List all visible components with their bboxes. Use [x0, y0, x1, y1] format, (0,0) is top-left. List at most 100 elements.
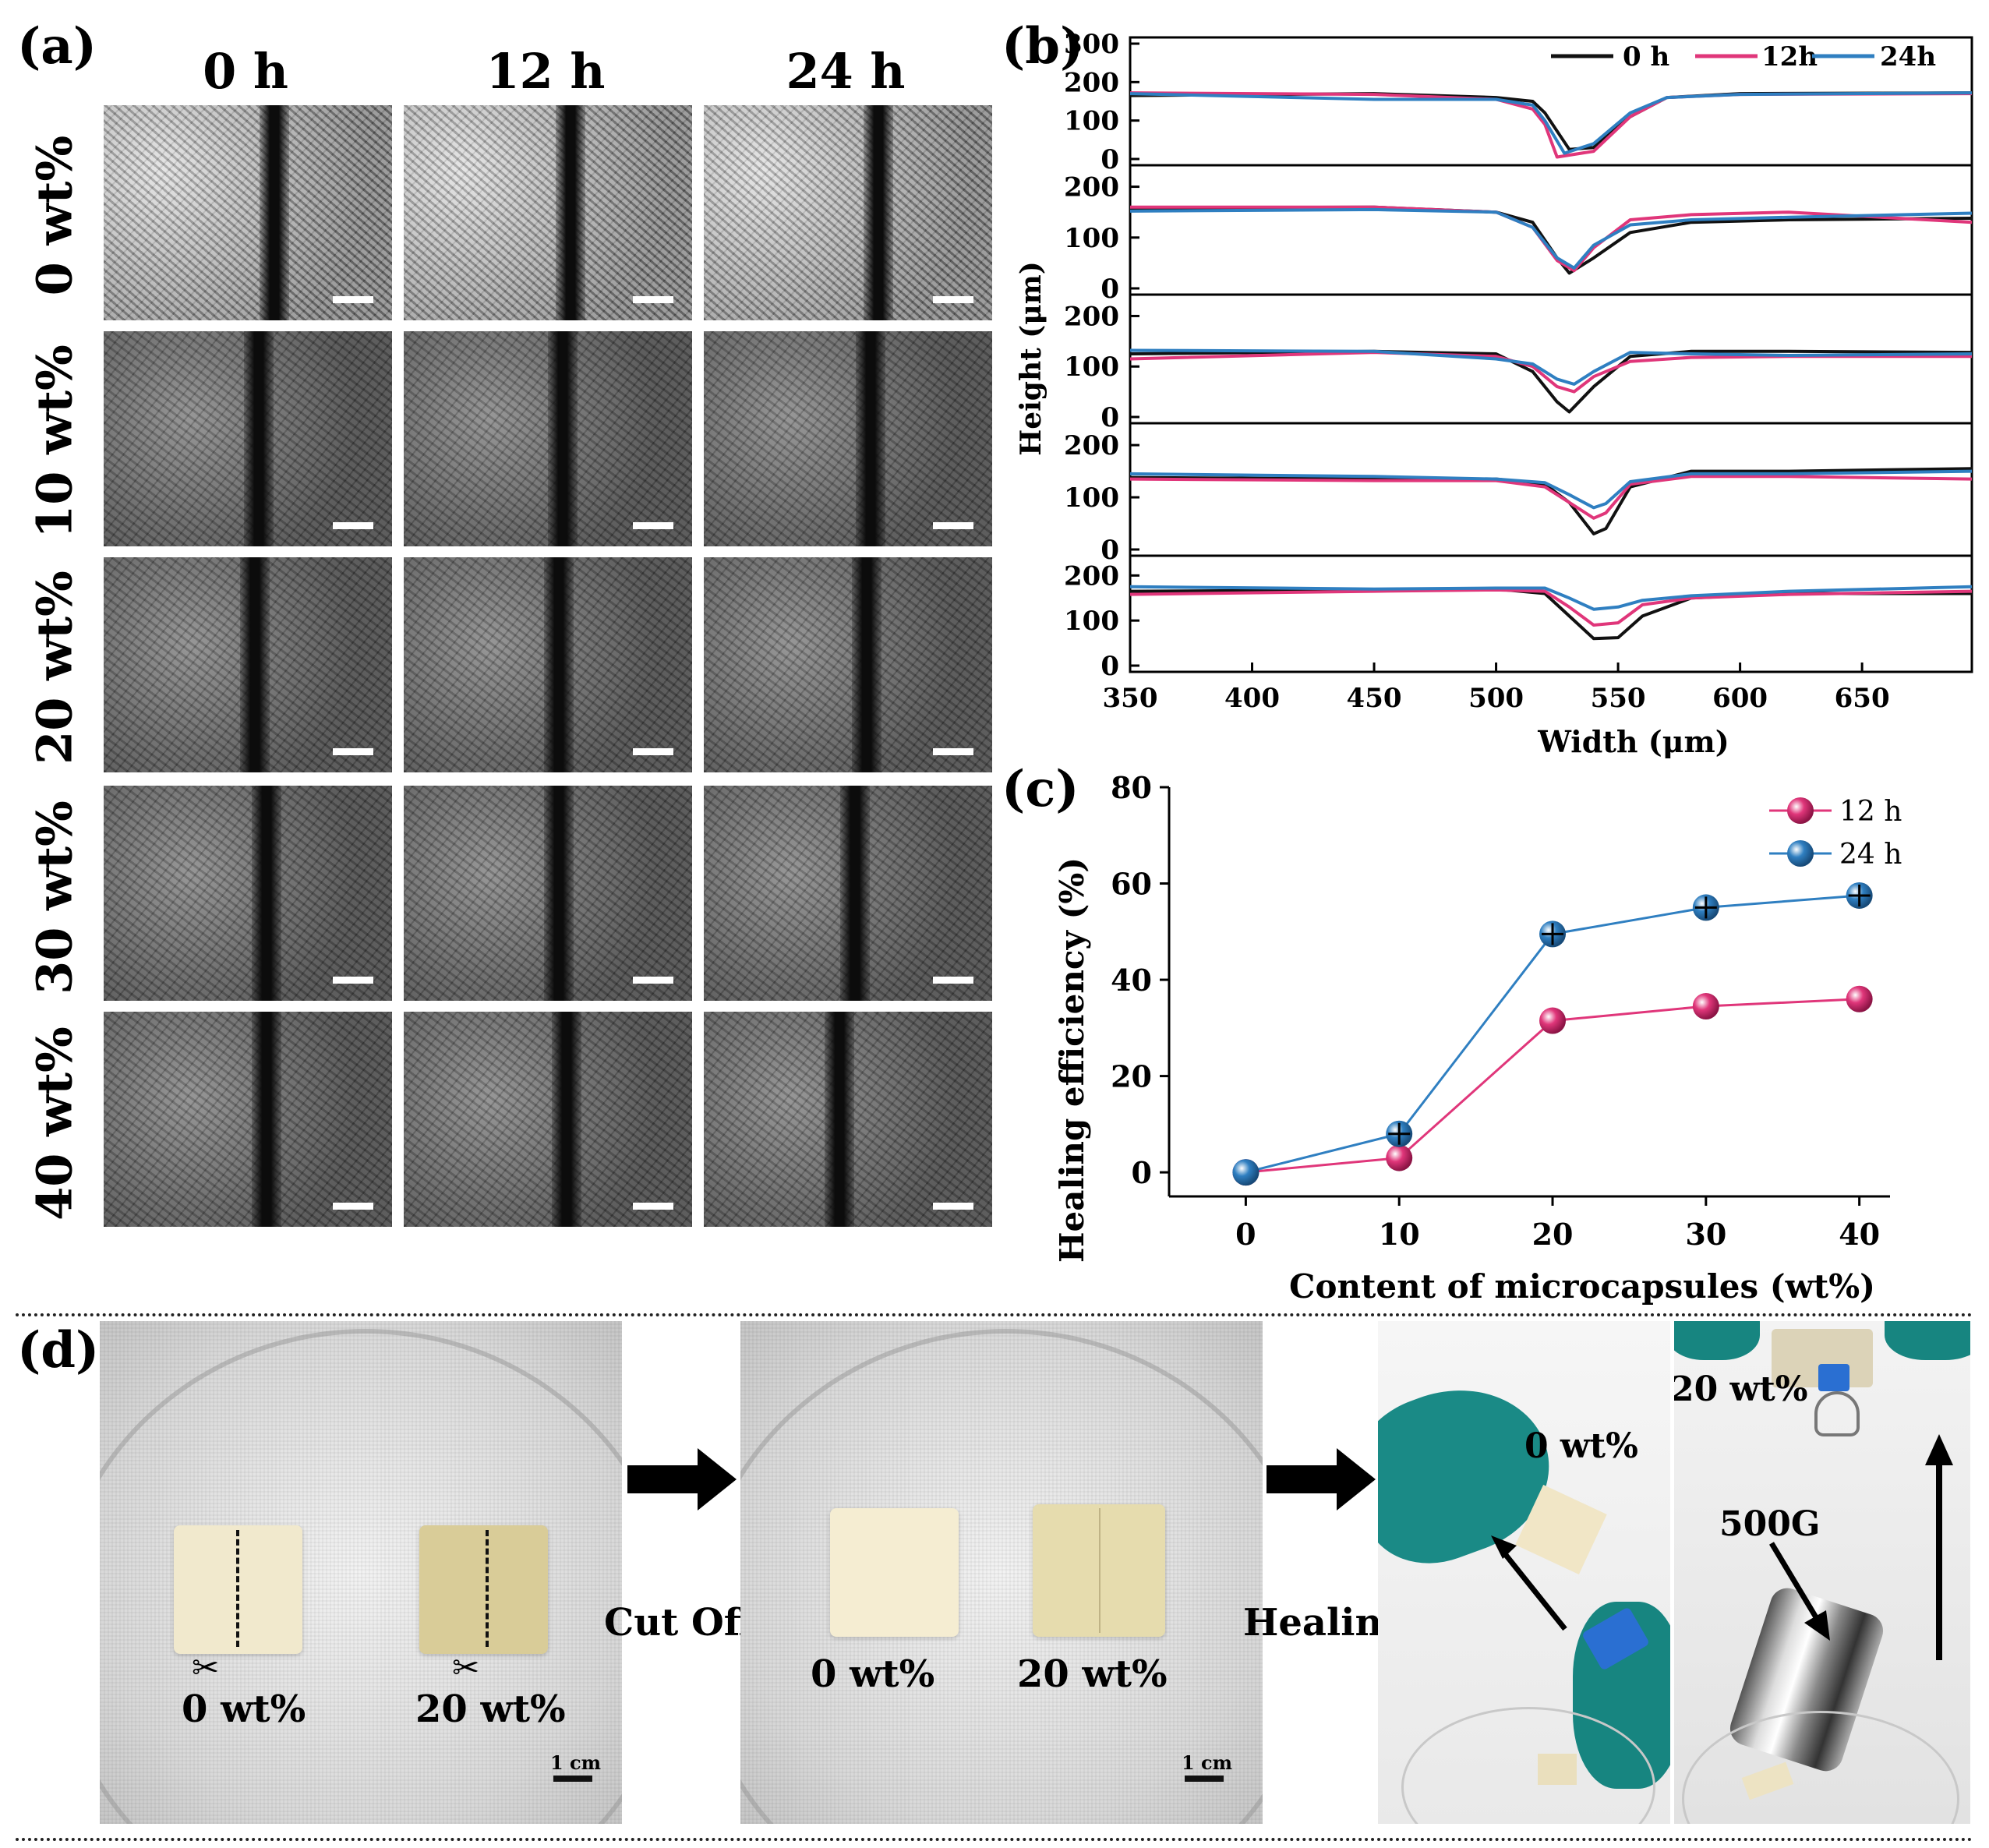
legend-label-24h: 24h — [1880, 41, 1936, 72]
y-tick-label: 40 — [1111, 963, 1152, 998]
scale-label: 1 cm — [550, 1751, 602, 1774]
micrograph-tile — [704, 786, 992, 1001]
row-header-30wt: 30 wt% — [26, 800, 83, 995]
y-tick-label: 60 — [1111, 867, 1152, 902]
x-tick-label: 450 — [1347, 683, 1402, 714]
healing-efficiency-chart: 0 20 40 60 80 0 10 20 30 40 Healing efficiency (%… — [1053, 772, 1902, 1306]
crack-groove — [544, 786, 574, 1001]
chart-b-xlabel: Width (μm) — [1537, 724, 1729, 759]
petri-dish — [1682, 1711, 1959, 1824]
y-tick-label: 0 — [1100, 144, 1119, 175]
col-header-24h: 24 h — [786, 43, 906, 100]
photo-hand-test: 0 wt% — [1378, 1321, 1670, 1824]
sample-small — [1538, 1754, 1577, 1785]
scissors-icon: ✂ — [192, 1648, 220, 1687]
x-tick-label: 650 — [1835, 683, 1890, 714]
label-0wt: 0 wt% — [811, 1652, 935, 1696]
crack-groove — [556, 105, 585, 320]
micrograph-tile — [104, 331, 392, 546]
x-tick-label: 10 — [1379, 1217, 1420, 1252]
x-tick-label: 500 — [1468, 683, 1524, 714]
crack-groove — [825, 1012, 854, 1227]
panel-d-label: (d) — [17, 1321, 100, 1380]
profile-subpanel-frame — [1129, 164, 1973, 296]
y-tick-label: 80 — [1111, 772, 1152, 805]
scale-bar — [633, 296, 673, 303]
y-tick-label: 300 — [1064, 29, 1119, 60]
micrograph-tile — [104, 1012, 392, 1227]
y-tick-label: 0 — [1100, 535, 1119, 566]
row-header-10wt: 10 wt% — [26, 345, 83, 539]
crack-groove — [544, 557, 574, 772]
profile-line-24h — [1129, 348, 1973, 386]
crack-groove — [252, 786, 281, 1001]
micrograph-tile — [404, 557, 692, 772]
x-tick-label: 350 — [1103, 683, 1158, 714]
profile-subpanel-frame — [1129, 554, 1973, 673]
separator-top — [16, 1313, 1973, 1316]
y-tick-label: 200 — [1064, 430, 1119, 461]
arrow-icon — [1491, 1535, 1567, 1631]
profile-subpanel-frame — [1129, 293, 1973, 425]
crack-groove — [260, 105, 289, 320]
y-tick-label: 200 — [1064, 301, 1119, 332]
hang-sample-label: 20 wt% — [1674, 1369, 1808, 1409]
micrograph-tile — [104, 786, 392, 1001]
crack-groove — [552, 1012, 581, 1227]
arrow-icon — [1768, 1542, 1830, 1641]
x-tick-label: 550 — [1591, 683, 1646, 714]
photo-after-cut: 0 wt% 20 wt% 1 cm — [740, 1321, 1263, 1824]
micrograph-tile — [704, 1012, 992, 1227]
scale-bar — [633, 1203, 673, 1210]
label-0wt: 0 wt% — [182, 1687, 306, 1731]
chart-c-legend: 12 h 24 h — [1769, 796, 1902, 871]
scale-bar — [933, 296, 973, 303]
profile-line-12h — [1129, 475, 1973, 520]
data-point-12h — [1539, 1007, 1567, 1034]
legend-label-12h: 12h — [1761, 41, 1818, 72]
y-tick-label: 100 — [1064, 223, 1119, 254]
col-header-0h: 0 h — [203, 43, 288, 100]
scale-bar — [633, 522, 673, 529]
scale-bar — [933, 1203, 973, 1210]
y-tick-label: 100 — [1064, 352, 1119, 383]
profile-line-24h — [1129, 469, 1973, 510]
y-tick-label: 20 — [1111, 1059, 1152, 1094]
scale-bar — [553, 1776, 592, 1782]
micrograph-tile — [104, 105, 392, 320]
profile-line-12h — [1129, 91, 1973, 159]
legend-marker — [1787, 797, 1814, 824]
row-header-0wt: 0 wt% — [26, 135, 83, 296]
panel-c-label: (c) — [1002, 760, 1079, 818]
micrograph-tile — [704, 557, 992, 772]
crack-groove — [852, 557, 881, 772]
height-profile-chart: 3002001000200100020010002001000200100035… — [1015, 29, 1973, 759]
y-tick-label: 0 — [1132, 1155, 1152, 1190]
crack-groove — [840, 786, 870, 1001]
y-tick-label: 200 — [1064, 560, 1119, 592]
hand-sample-label: 0 wt% — [1524, 1426, 1638, 1466]
data-point-12h — [1692, 993, 1719, 1020]
scale-label: 1 cm — [1182, 1751, 1233, 1774]
cut-off-arrow — [627, 1448, 737, 1511]
scale-bar — [333, 296, 373, 303]
micrograph-tile — [704, 331, 992, 546]
weight-label: 500G — [1719, 1504, 1821, 1544]
scale-bar — [333, 1203, 373, 1210]
profile-line-12h — [1129, 351, 1972, 394]
profile-line-24h — [1129, 585, 1973, 611]
profile-line-24h — [1129, 207, 1973, 270]
sample-0wt-cut — [830, 1508, 959, 1637]
x-tick-label: 0 — [1235, 1217, 1256, 1252]
x-tick-label: 400 — [1224, 683, 1280, 714]
scale-bar — [933, 977, 973, 984]
micrograph-tile — [404, 331, 692, 546]
photo-weight-test: 20 wt% 500G — [1674, 1321, 1970, 1824]
scale-bar — [933, 522, 973, 529]
data-point-24h — [1232, 1159, 1259, 1186]
panel-a-label: (a) — [17, 17, 97, 76]
y-tick-label: 200 — [1064, 172, 1119, 203]
profile-line-24h — [1129, 91, 1973, 155]
x-tick-label: 30 — [1685, 1217, 1726, 1252]
micrograph-tile — [404, 1012, 692, 1227]
